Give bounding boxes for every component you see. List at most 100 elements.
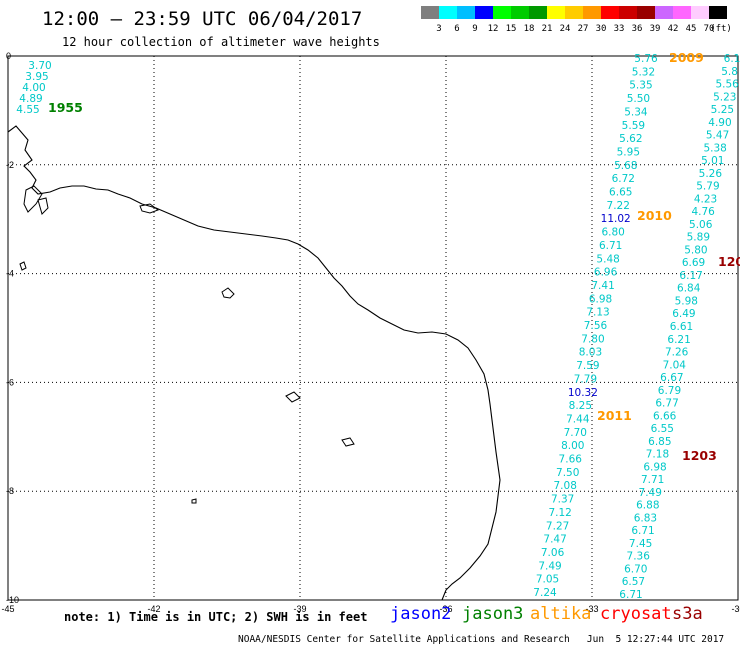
island [139, 203, 160, 214]
wave-height-value: 6.17 [679, 270, 702, 282]
wave-height-value: 7.71 [641, 474, 664, 486]
color-swatch [637, 6, 655, 19]
wave-height-value: 8.00 [561, 440, 584, 452]
latitude-label: -2 [6, 160, 14, 170]
track-time-label: 2010 [637, 208, 672, 223]
wave-height-value: 6.83 [634, 512, 657, 524]
wave-height-value: 7.04 [663, 359, 687, 371]
wave-height-value: 5.95 [617, 146, 640, 158]
color-swatch [475, 6, 493, 19]
note-text: note: 1) Time is in UTC; 2) SWH is in fe… [64, 610, 368, 624]
wave-height-value: 6.49 [672, 308, 695, 320]
wave-height-value: 4.76 [691, 206, 715, 218]
wave-height-value: 7.13 [586, 307, 609, 319]
color-scale-label: 18 [524, 24, 535, 34]
latitude-label: -6 [6, 377, 14, 387]
color-scale-label: 70 [704, 24, 715, 34]
wave-height-value: 5.48 [596, 253, 619, 265]
wave-height-value: 5.56 [715, 79, 739, 91]
color-swatch [691, 6, 709, 19]
wave-height-value: 6.21 [667, 334, 690, 346]
wave-height-value: 6.65 [609, 187, 632, 199]
wave-height-value: 6.71 [619, 589, 642, 601]
map-frame [7, 55, 739, 601]
wave-height-value: 7.12 [548, 507, 571, 519]
island [19, 261, 27, 271]
longitude-label: -45 [1, 604, 14, 614]
wave-height-value: 6.84 [677, 283, 701, 295]
color-scale-label: 9 [472, 24, 477, 34]
wave-height-value: 11.02 [601, 213, 631, 225]
wave-height-value: 5.23 [713, 91, 736, 103]
longitude-label: -33 [585, 604, 598, 614]
color-scale-label: 39 [650, 24, 661, 34]
wave-height-value: 5.62 [619, 133, 642, 145]
wave-height-value: 7.56 [584, 320, 608, 332]
longitude-label: -36 [439, 604, 452, 614]
color-swatch [457, 6, 475, 19]
color-scale-label: 15 [506, 24, 517, 34]
wave-height-value: 7.08 [554, 480, 577, 492]
wave-height-value: 6.79 [658, 385, 681, 397]
color-scale-label: 12 [488, 24, 499, 34]
color-scale-label: 36 [632, 24, 643, 34]
wave-height-value: 5.25 [711, 104, 734, 116]
color-swatch [583, 6, 601, 19]
island [221, 287, 235, 299]
wave-height-value: 8.25 [569, 400, 592, 412]
longitude-label: -30 [731, 604, 740, 614]
wave-height-value: 7.47 [543, 534, 566, 546]
wave-height-value: 7.50 [556, 467, 579, 479]
wave-height-value: 6.96 [594, 267, 618, 279]
wave-height-value: 6.1 [724, 53, 740, 65]
wave-height-value: 5.80 [684, 244, 707, 256]
color-swatch [673, 6, 691, 19]
wave-height-value: 8.03 [579, 347, 602, 359]
legend-item-jason2: jason2 [390, 604, 452, 624]
wave-height-value: 7.37 [551, 494, 574, 506]
color-swatch [655, 6, 673, 19]
color-swatch [493, 6, 511, 19]
page-subtitle: 12 hour collection of altimeter wave hei… [62, 35, 380, 49]
wave-height-value: 6.69 [682, 257, 705, 269]
color-swatch [601, 6, 619, 19]
color-swatch [421, 6, 439, 19]
wave-height-value: 4.23 [694, 193, 717, 205]
wave-height-value: 7.49 [538, 560, 561, 572]
color-swatch [439, 6, 457, 19]
footer-credit: NOAA/NESDIS Center for Satellite Applica… [238, 634, 725, 645]
wave-height-value: 10.32 [568, 387, 598, 399]
island [285, 391, 301, 403]
legend-item-jason3: jason3 [462, 604, 524, 624]
color-scale-label: 27 [578, 24, 589, 34]
color-scale-label: 42 [668, 24, 679, 34]
wave-height-value: 7.22 [607, 200, 630, 212]
wave-height-value: 3.70 [28, 60, 51, 72]
coastline [7, 125, 501, 601]
legend-item-altika: altika [530, 604, 592, 624]
wave-height-value: 4.00 [22, 82, 45, 94]
color-swatch [619, 6, 637, 19]
color-swatch [565, 6, 583, 19]
altimeter-tracks: 3.703.954.004.894.55 1955 5.765.32 5.355.50… [16, 50, 740, 601]
wave-height-value: 5.01 [701, 155, 724, 167]
wave-height-value: 6.72 [612, 173, 635, 185]
wave-height-value: 5.35 [629, 80, 652, 92]
page-title: 12:00 – 23:59 UTC 06/04/2017 [42, 8, 363, 30]
wave-height-value: 7.05 [536, 574, 559, 586]
wave-height-value: 6.61 [670, 321, 693, 333]
track-time-label: 2009 [669, 50, 704, 65]
wave-height-value: 6.66 [653, 410, 677, 422]
wave-height-value: 7.80 [581, 333, 604, 345]
coastal-detail [23, 185, 43, 213]
wave-height-value: 7.59 [576, 360, 599, 372]
wave-height-value: 7.49 [639, 487, 662, 499]
color-scale-label: (ft) [710, 24, 732, 34]
wave-height-value: 4.89 [19, 93, 42, 105]
island [341, 437, 355, 447]
track-time-label: 2011 [597, 408, 632, 423]
latitude-label: -8 [6, 486, 14, 496]
longitude-label: -39 [293, 604, 306, 614]
track-time-label: 120 [718, 254, 740, 269]
